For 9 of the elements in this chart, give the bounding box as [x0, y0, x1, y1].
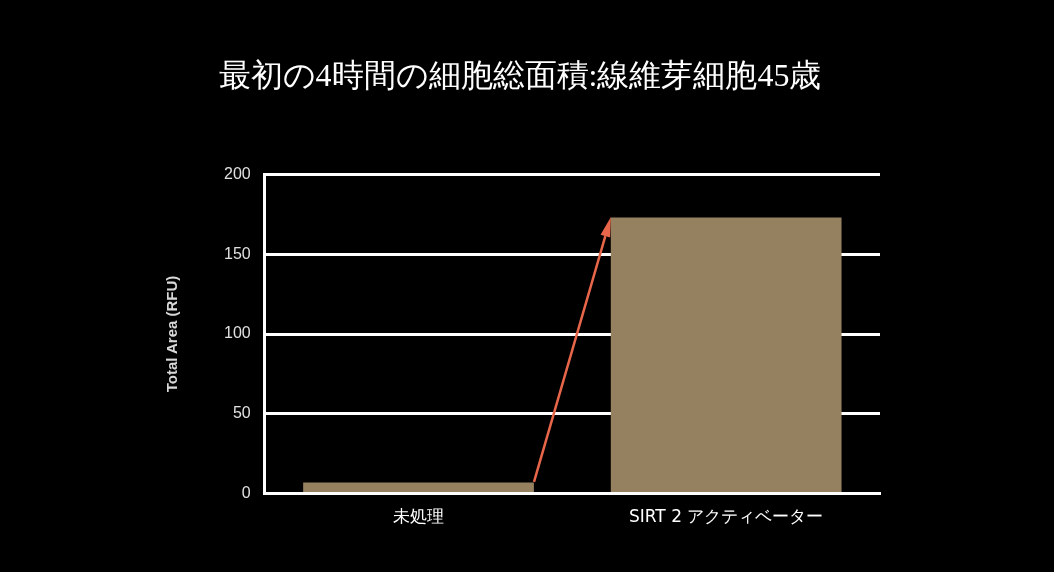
y-tick-label: 150 — [223, 244, 251, 262]
x-tick-label: SIRT 2 アクティベーター — [628, 506, 824, 527]
y-tick-label: 0 — [241, 484, 251, 502]
y-axis-title: Total Area (RFU) — [163, 275, 181, 393]
y-tick-label: 100 — [223, 324, 251, 342]
y-tick-label: 50 — [232, 404, 251, 422]
y-tick-label: 200 — [223, 164, 251, 182]
x-tick-label: 未処理 — [393, 506, 445, 527]
chart-title: 最初の4時間の細胞総面積:線維芽細胞45歳 — [218, 56, 822, 93]
